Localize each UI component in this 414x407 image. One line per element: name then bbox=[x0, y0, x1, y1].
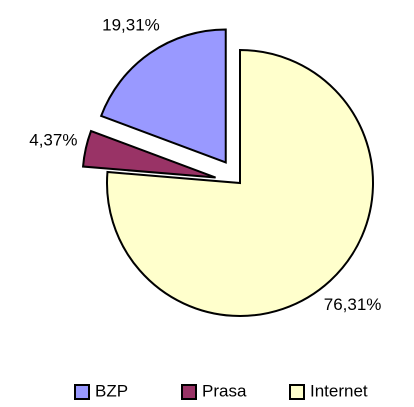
legend-swatch bbox=[289, 384, 305, 400]
legend-label: Prasa bbox=[202, 381, 247, 400]
pie-slice bbox=[106, 48, 374, 317]
legend-swatch bbox=[74, 384, 90, 400]
pie-slice bbox=[81, 129, 216, 179]
pie-slice bbox=[99, 28, 227, 164]
data-label: 4,37% bbox=[29, 131, 77, 150]
data-label: 19,31% bbox=[102, 15, 160, 34]
legend-label: Internet bbox=[310, 381, 368, 400]
legend-swatch bbox=[181, 384, 197, 400]
data-label: 76,31% bbox=[324, 295, 382, 314]
legend-label: BZP bbox=[95, 381, 128, 400]
